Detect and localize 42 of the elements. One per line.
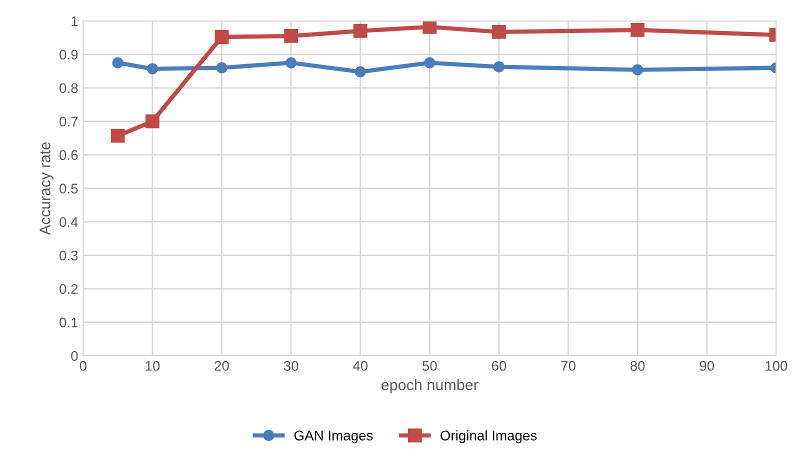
point xyxy=(146,114,160,128)
legend-label: GAN Images xyxy=(294,430,373,444)
y-tick-label: 0.1 xyxy=(60,318,78,328)
legend-label: Original Images xyxy=(440,430,537,444)
y-tick-label: 1 xyxy=(72,16,78,26)
point xyxy=(146,63,158,74)
y-tick-label: 0.6 xyxy=(60,150,78,160)
x-tick-label: 90 xyxy=(700,360,714,371)
point xyxy=(632,64,644,76)
point xyxy=(354,66,366,78)
x-tick-label: 40 xyxy=(352,360,368,371)
x-tick-label: 80 xyxy=(630,360,645,371)
y-tick-label: 0.4 xyxy=(60,217,78,227)
point xyxy=(110,128,125,143)
x-tick-label: 20 xyxy=(214,360,229,371)
point xyxy=(284,29,298,43)
y-axis-title: Accuracy rate xyxy=(40,142,54,235)
x-tick-label: 100 xyxy=(766,360,788,371)
y-tick-label: 0.2 xyxy=(60,284,78,294)
x-axis-title: epoch number xyxy=(381,379,478,394)
x-tick-label: 60 xyxy=(492,360,506,371)
point xyxy=(492,25,506,39)
y-tick-label: 0.3 xyxy=(60,250,78,260)
point xyxy=(353,24,368,38)
y-tick-label: 0.9 xyxy=(60,50,78,60)
y-tick-label: 0.8 xyxy=(60,83,78,94)
x-tick-label: 0 xyxy=(80,360,86,371)
x-tick-label: 30 xyxy=(284,360,298,371)
x-tick-label: 70 xyxy=(561,360,576,371)
point xyxy=(422,20,437,34)
point xyxy=(214,30,229,44)
y-tick-label: 0.7 xyxy=(60,116,78,127)
y-tick-label: 0.5 xyxy=(60,184,78,194)
point xyxy=(493,61,505,72)
x-tick-label: 50 xyxy=(422,360,437,371)
point xyxy=(286,57,297,68)
point xyxy=(216,62,228,74)
point xyxy=(424,57,436,68)
x-tick-label: 10 xyxy=(146,360,160,371)
point xyxy=(112,57,124,68)
point xyxy=(630,23,645,37)
y-tick-label: 0 xyxy=(71,351,78,361)
